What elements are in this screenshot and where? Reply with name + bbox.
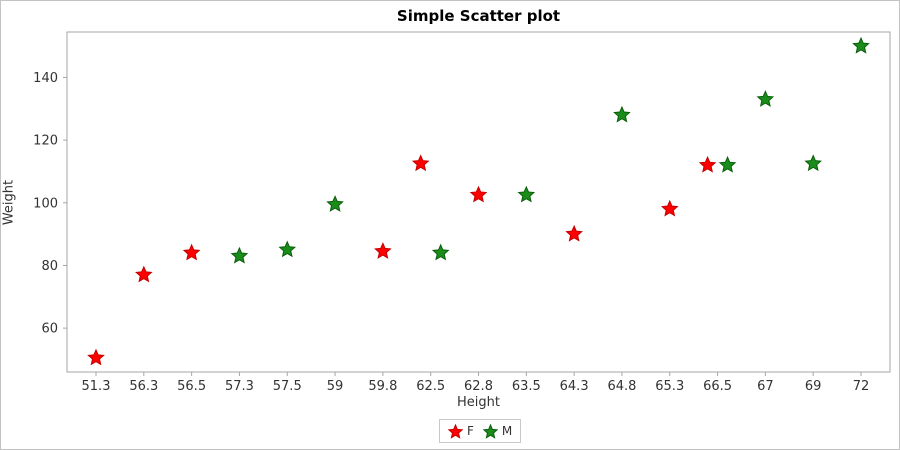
y-tick-label: 140	[33, 71, 58, 86]
x-tick-label: 64.3	[560, 379, 589, 394]
plot-border	[66, 31, 891, 373]
data-point-f	[698, 155, 717, 173]
x-tick-label: 62.5	[416, 379, 445, 394]
data-point-f	[87, 348, 105, 366]
data-point-f	[374, 242, 392, 259]
x-tick-label: 64.8	[607, 379, 636, 394]
x-tick-label: 59.8	[368, 379, 397, 394]
data-point-m	[756, 90, 775, 107]
x-tick-label: 57.3	[225, 379, 254, 394]
x-tick-label: 59	[327, 379, 344, 394]
chart-title: Simple Scatter plot	[396, 7, 561, 25]
data-point-m	[517, 185, 536, 203]
data-point-f	[182, 243, 201, 261]
data-point-f	[469, 185, 488, 203]
y-tick-label: 60	[41, 322, 58, 337]
y-tick-label: 120	[33, 134, 58, 149]
x-axis-label: Height	[457, 395, 500, 410]
x-tick-label: 67	[757, 379, 774, 394]
x-tick-label: 51.3	[82, 379, 111, 394]
x-tick-label: 72	[853, 379, 870, 394]
data-point-m	[718, 155, 737, 173]
data-point-f	[135, 265, 153, 283]
data-point-m	[326, 195, 344, 212]
data-point-m	[278, 240, 297, 258]
x-tick-label: 66.5	[703, 379, 732, 394]
data-point-f	[411, 154, 430, 172]
data-point-m	[613, 105, 631, 123]
data-point-f	[565, 224, 583, 242]
legend-label-f: F	[467, 424, 474, 438]
legend-item-f: F	[448, 423, 474, 439]
x-tick-label: 63.5	[512, 379, 541, 394]
data-point-m	[230, 246, 249, 264]
y-axis-label: Weight	[1, 179, 17, 226]
data-point-m	[804, 154, 822, 172]
data-point-m	[431, 243, 450, 261]
star-icon-f	[448, 423, 463, 439]
x-tick-label: 69	[805, 379, 822, 394]
x-tick-label: 57.5	[273, 379, 302, 394]
x-tick-label: 65.3	[655, 379, 684, 394]
y-tick-label: 100	[33, 196, 58, 211]
legend-label-m: M	[501, 424, 513, 438]
data-point-m	[852, 36, 870, 54]
x-tick-label: 62.8	[464, 379, 493, 394]
data-point-f	[660, 199, 679, 217]
legend-item-m: M	[482, 423, 513, 439]
legend: F M	[439, 419, 522, 443]
y-tick-label: 80	[41, 259, 58, 274]
star-icon-m	[482, 423, 498, 439]
x-tick-label: 56.3	[129, 379, 158, 394]
x-tick-label: 56.5	[177, 379, 206, 394]
